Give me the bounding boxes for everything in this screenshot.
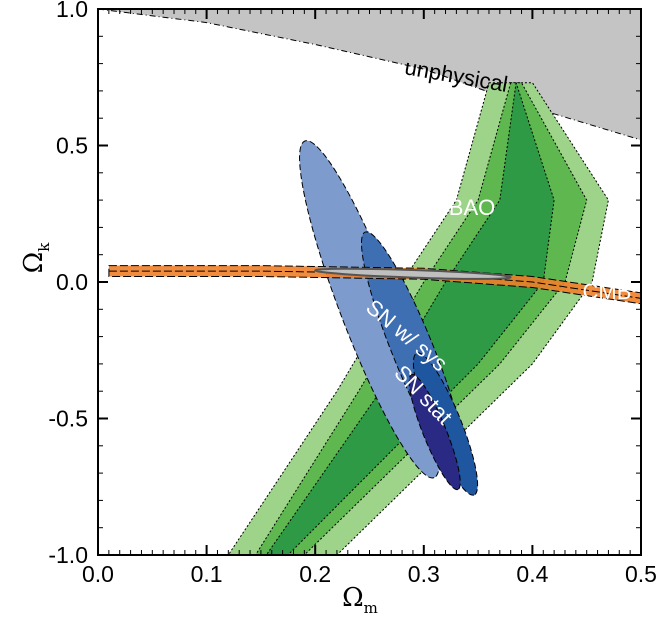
sn-stat-contour-2sigma <box>412 352 479 496</box>
x-tick-label: 0.1 <box>191 561 223 587</box>
cmb-label: CMB <box>583 279 632 304</box>
bao-contour-1sigma <box>265 82 555 555</box>
y-tick-label: 0.5 <box>56 133 88 159</box>
x-axis-subscript: m <box>364 599 378 617</box>
sn-stat-contours <box>408 352 479 496</box>
cmb-band-fill <box>108 265 641 305</box>
y-tick-label: 0.0 <box>56 269 88 295</box>
y-tick-label: -1.0 <box>48 542 88 568</box>
x-tick-label: 0.4 <box>516 561 548 587</box>
axis-ticks <box>97 8 642 556</box>
y-axis-subscript: k <box>35 242 53 252</box>
x-axis-label: Ωm <box>342 583 378 617</box>
plot-area <box>98 9 641 555</box>
sn-stat-contour-1sigma <box>408 374 461 491</box>
y-axis-label: Ωk <box>19 242 53 274</box>
y-tick-label: 1.0 <box>56 0 88 22</box>
bao-label: BAO <box>449 195 495 220</box>
y-axis-symbol: Ω <box>19 252 49 274</box>
unphysical-region <box>98 9 641 141</box>
combined-confidence-region <box>314 267 512 280</box>
tick-labels: 0.0 0.1 0.2 0.3 0.4 0.5 -1.0 -0.5 0.0 0.5 1.0 <box>48 0 657 587</box>
x-tick-label: 0.5 <box>625 561 657 587</box>
x-tick-label: 0.3 <box>408 561 440 587</box>
x-tick-label: 0.0 <box>82 561 114 587</box>
x-axis-symbol: Ω <box>342 583 364 613</box>
y-tick-label: -0.5 <box>48 406 88 432</box>
x-tick-label: 0.2 <box>299 561 331 587</box>
